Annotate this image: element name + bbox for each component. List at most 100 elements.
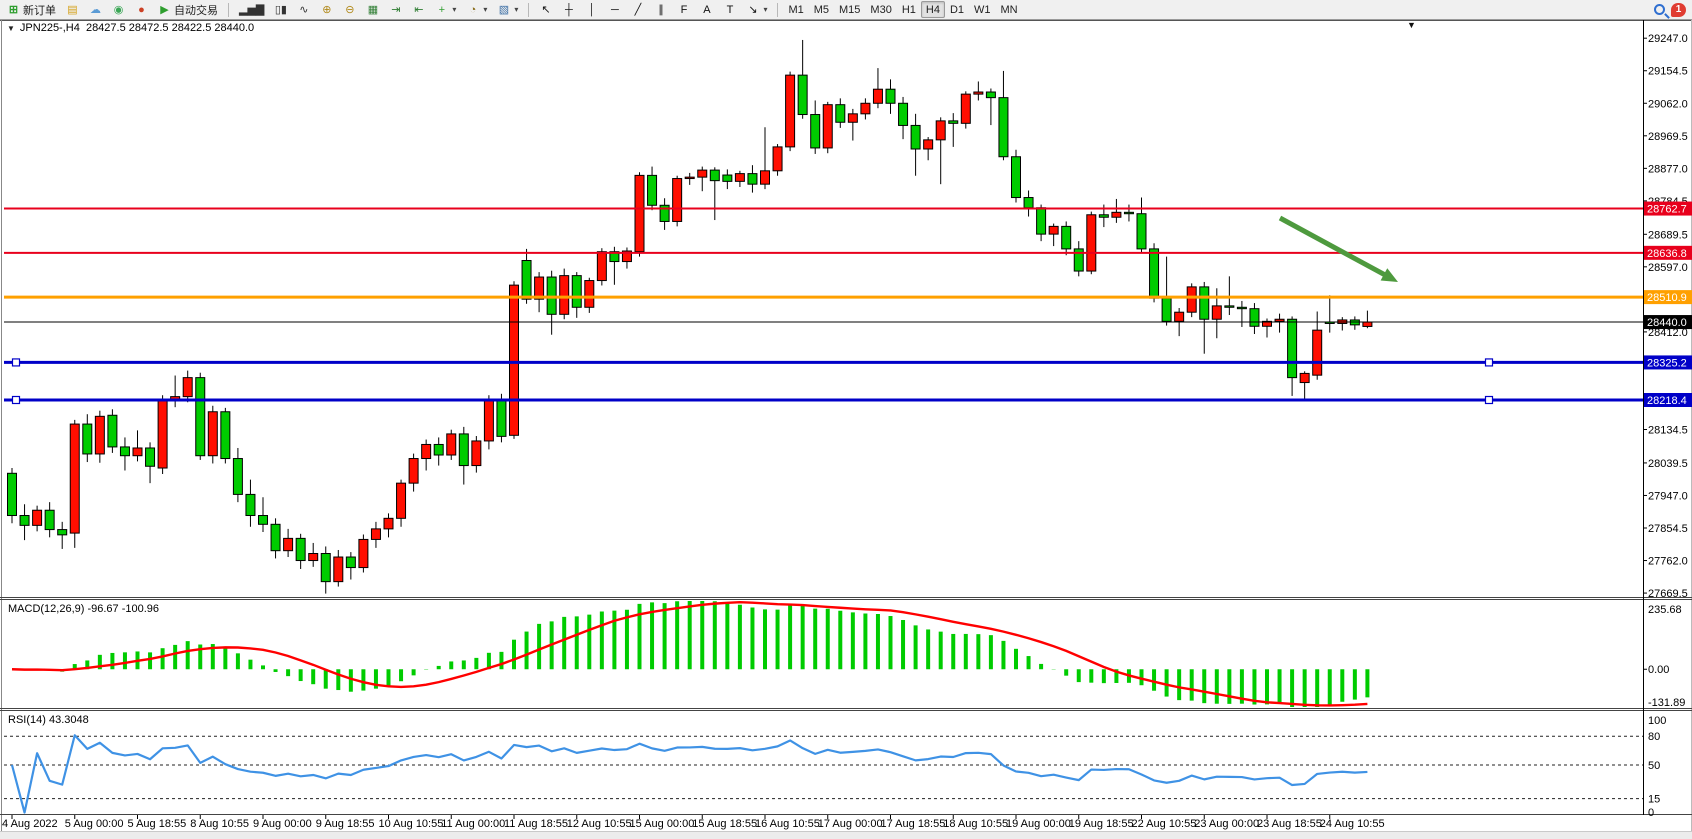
- candle: [1149, 248, 1160, 299]
- chart-shift-marker[interactable]: ▼: [1407, 20, 1416, 30]
- timeframe-button-w1[interactable]: W1: [974, 3, 991, 16]
- candle: [82, 423, 93, 455]
- price-badge: [1644, 201, 1692, 216]
- candle: [458, 433, 469, 467]
- candlestick-chart-button[interactable]: ▯▮: [269, 1, 292, 18]
- draw-tools-group: ↖ ┼ │ ─ ╱ ∥ F A T ↘ ▾: [532, 0, 774, 20]
- candle: [772, 146, 783, 172]
- chevron-down-icon: ▾: [452, 5, 457, 14]
- candle: [232, 458, 243, 495]
- text-button[interactable]: A: [695, 1, 718, 18]
- horizontal-line-button[interactable]: ─: [603, 1, 626, 18]
- timeframe-button-d1[interactable]: D1: [949, 3, 965, 16]
- auto-trading-button[interactable]: ▶ 自动交易: [153, 1, 223, 18]
- rsi-axis-label: 100: [1648, 715, 1666, 727]
- zoom-in-button[interactable]: ⊕: [315, 1, 338, 18]
- timeframe-button-mn[interactable]: MN: [1000, 3, 1018, 16]
- candle: [734, 173, 745, 182]
- candle: [847, 113, 858, 123]
- candle: [7, 472, 17, 517]
- cloud-button[interactable]: ☁: [84, 1, 107, 18]
- time-tick-label: 10 Aug 10:55: [379, 818, 444, 830]
- auto-scroll-button[interactable]: ⇥: [384, 1, 407, 18]
- candle: [1048, 225, 1059, 235]
- line-handle[interactable]: [1484, 395, 1494, 405]
- candle: [1098, 214, 1109, 218]
- price-tick-label: 27854.5: [1648, 523, 1688, 535]
- candle: [57, 529, 68, 536]
- zoom-out-button[interactable]: ⊖: [338, 1, 361, 18]
- time-tick-label: 12 Aug 10:55: [567, 818, 632, 830]
- community-button[interactable]: ●: [130, 1, 153, 18]
- new-order-button[interactable]: ⊞ 新订单: [2, 1, 61, 18]
- down-arrow-head[interactable]: [1380, 268, 1398, 282]
- cursor-button[interactable]: ↖: [534, 1, 557, 18]
- chart-shift-button[interactable]: ⇤: [407, 1, 430, 18]
- signals-button[interactable]: ◉: [107, 1, 130, 18]
- channel-button[interactable]: ∥: [649, 1, 672, 18]
- candle: [571, 275, 582, 308]
- trendline-icon: ╱: [634, 3, 642, 16]
- time-tick-label: 23 Aug 00:00: [1194, 818, 1259, 830]
- cursor-icon: ↖: [541, 3, 551, 16]
- timeframe-button-h1[interactable]: H1: [901, 3, 916, 16]
- chart-background: [0, 20, 1692, 832]
- line-handle[interactable]: [1484, 358, 1494, 367]
- rsi-axis-label: 15: [1648, 794, 1660, 806]
- vertical-line-button[interactable]: │: [580, 1, 603, 18]
- candle: [1312, 329, 1323, 376]
- price-tick-label: 28597.0: [1648, 262, 1688, 274]
- candle: [521, 259, 532, 300]
- crosshair-button[interactable]: ┼: [557, 1, 580, 18]
- macd-signal-line: [11, 601, 1368, 707]
- timeframe-button-m1[interactable]: M1: [788, 3, 804, 16]
- templates-button[interactable]: ▧ ▾: [492, 1, 523, 18]
- price-tick-label: 27669.5: [1648, 588, 1688, 600]
- price-badge: [1644, 393, 1692, 407]
- macd-pane: 235.68 0.00 -131.89: [11, 601, 1685, 709]
- bar-chart-button[interactable]: ▂▅▇: [234, 1, 269, 18]
- line-chart-button[interactable]: ∿: [292, 1, 315, 18]
- indicators-button[interactable]: + ▾: [430, 1, 461, 18]
- candle: [132, 447, 143, 457]
- channel-icon: ∥: [658, 3, 664, 16]
- candle: [559, 275, 570, 315]
- fibonacci-button[interactable]: F: [672, 1, 695, 18]
- timeframe-button-h4[interactable]: H4: [920, 1, 945, 18]
- candle: [1011, 156, 1021, 199]
- candle: [596, 251, 607, 282]
- candle: [157, 399, 168, 469]
- time-tick-label: 4 Aug 2022: [2, 818, 58, 830]
- chevron-down-icon: ▾: [483, 5, 488, 14]
- candle: [408, 458, 419, 484]
- candle: [496, 398, 507, 437]
- line-handle[interactable]: [11, 395, 21, 405]
- tile-windows-button[interactable]: ▦: [361, 1, 384, 18]
- time-tick-label: 11 Aug 00:00: [441, 818, 505, 830]
- price-badge: [1644, 245, 1692, 260]
- trendline-button[interactable]: ╱: [626, 1, 649, 18]
- time-axis: 4 Aug 2022 5 Aug 00:00 5 Aug 18:55 8 Aug 10…: [2, 815, 1385, 830]
- time-tick-label: 17 Aug 00:00: [818, 818, 883, 830]
- periods-button[interactable]: ◔ ▾: [461, 1, 492, 18]
- market-button[interactable]: ▤: [61, 1, 84, 18]
- timeframe-button-m5[interactable]: M5: [813, 3, 830, 16]
- symbol-dropdown-icon[interactable]: ▼: [7, 23, 15, 33]
- price-tick-label: 29247.0: [1648, 33, 1688, 45]
- label-button[interactable]: T: [718, 1, 741, 18]
- auto-trading-icon: ▶: [160, 3, 169, 16]
- timeframe-button-m15[interactable]: M15: [839, 3, 861, 16]
- down-arrow-annotation[interactable]: [1278, 215, 1391, 280]
- rsi-indicator-label: RSI(14) 43.3048: [8, 714, 89, 726]
- line-handle[interactable]: [11, 358, 21, 367]
- timeframe-button-m30[interactable]: M30: [870, 3, 892, 16]
- zoom-in-icon: ⊕: [322, 3, 332, 16]
- candle: [446, 433, 457, 456]
- quote-line: ▼ JPN225-,H4 28427.5 28472.5 28422.5 284…: [7, 22, 254, 34]
- arrows-button[interactable]: ↘ ▾: [741, 1, 772, 18]
- candle: [1123, 211, 1134, 215]
- search-icon[interactable]: [1654, 4, 1665, 15]
- notification-badge[interactable]: 1: [1671, 2, 1686, 17]
- time-tick-label: 16 Aug 10:55: [755, 818, 820, 830]
